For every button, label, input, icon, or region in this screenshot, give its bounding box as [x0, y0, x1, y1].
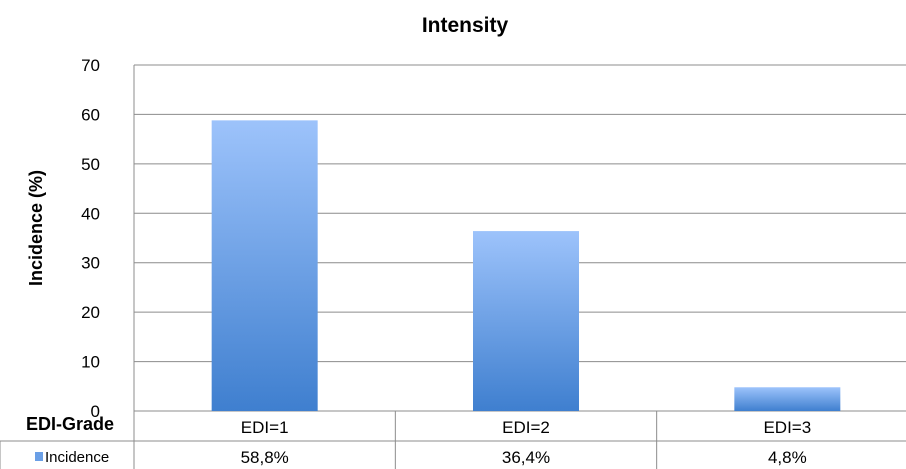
bar-1	[211, 120, 318, 412]
legend-label: Incidence	[45, 449, 109, 466]
y-tick-label: 50	[81, 155, 100, 174]
data-label: 4,8%	[768, 448, 807, 467]
data-label: 58,8%	[241, 448, 289, 467]
y-tick-label: 0	[91, 402, 100, 421]
bar-2	[473, 231, 579, 411]
category-label: EDI=3	[763, 418, 811, 437]
y-tick-label: 20	[81, 303, 100, 322]
data-table-header: EDI-Grade	[26, 414, 114, 434]
y-axis-label: Incidence (%)	[26, 170, 46, 286]
category-label: EDI=1	[241, 418, 289, 437]
y-axis-ticks: 0 10 20 30 40 50 60 70	[81, 56, 100, 421]
data-label: 36,4%	[502, 448, 550, 467]
y-tick-label: 40	[81, 204, 100, 223]
chart-title: Intensity	[422, 14, 509, 37]
legend-swatch	[35, 452, 43, 461]
y-tick-label: 30	[81, 254, 100, 273]
bars	[211, 120, 841, 412]
y-tick-label: 70	[81, 56, 100, 75]
y-tick-label: 10	[81, 353, 100, 372]
category-label: EDI=2	[502, 418, 550, 437]
y-tick-label: 60	[81, 105, 100, 124]
data-table: EDI-Grade Incidence EDI=1 58,8% EDI=2 36,4%…	[0, 411, 906, 469]
bar-3	[734, 387, 841, 411]
